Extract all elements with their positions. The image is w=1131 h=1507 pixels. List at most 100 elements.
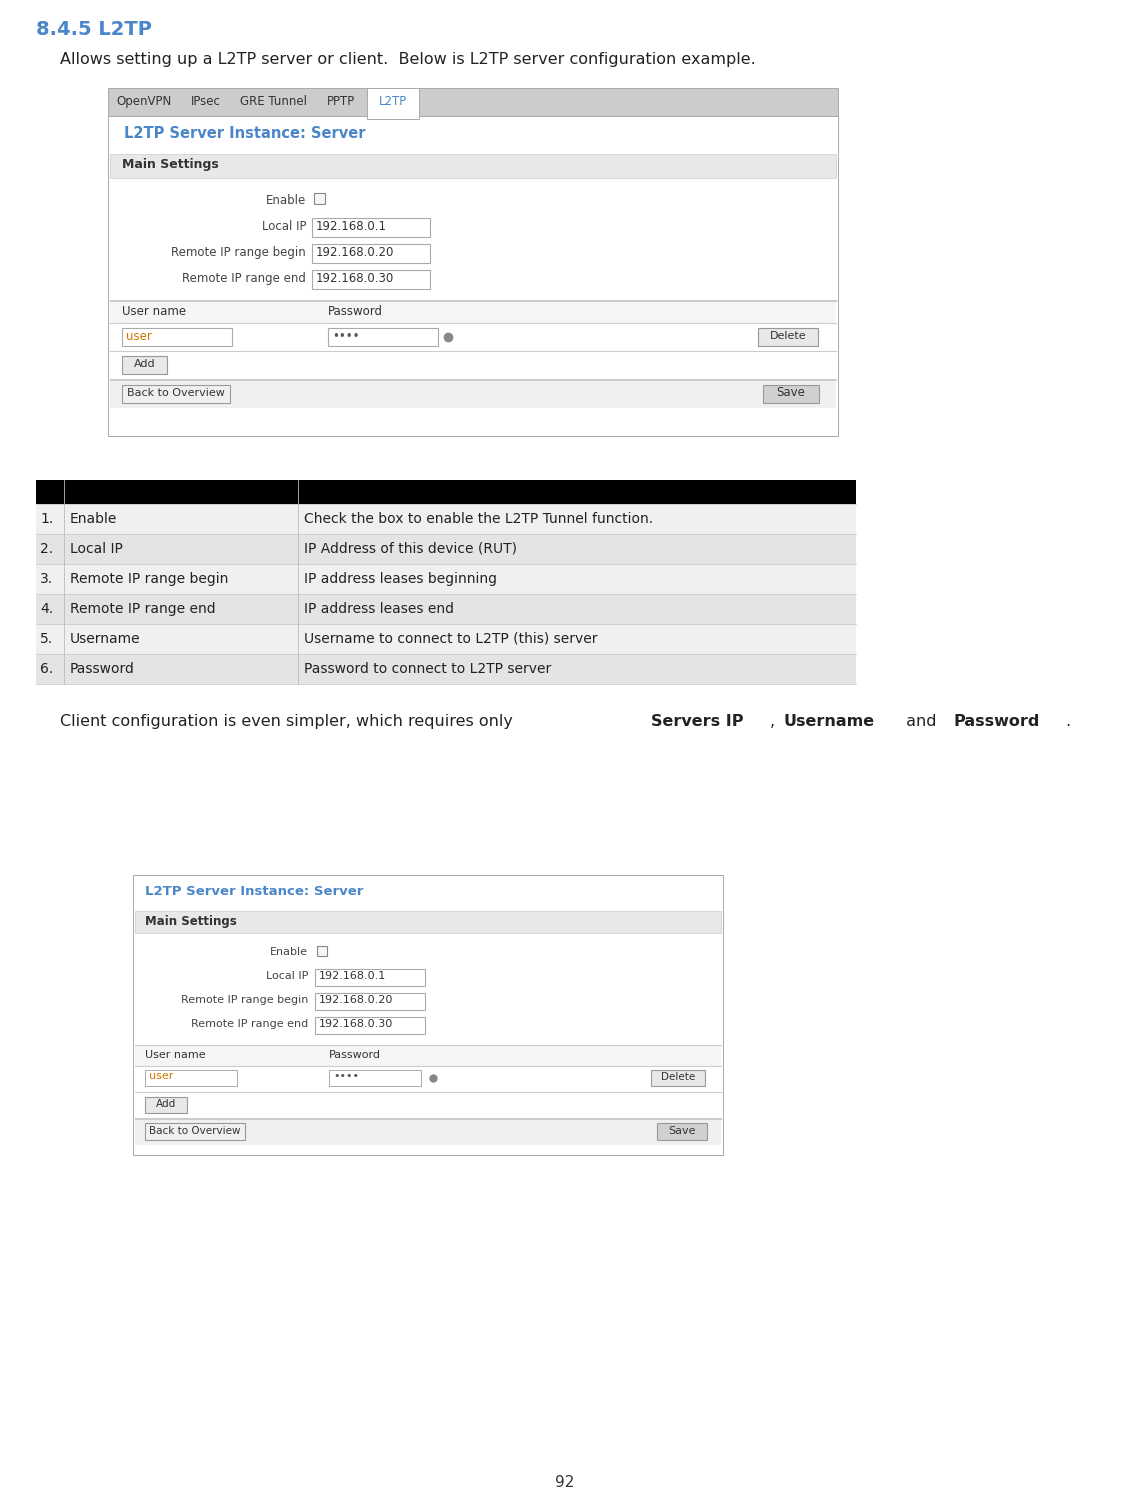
Text: OpenVPN: OpenVPN — [116, 95, 172, 109]
Bar — [122, 329, 232, 347]
Text: 4.: 4. — [40, 601, 53, 616]
Bar — [135, 1065, 720, 1093]
Text: .: . — [1065, 714, 1070, 729]
Text: 192.168.0.30: 192.168.0.30 — [316, 271, 395, 285]
Text: Remote IP range begin: Remote IP range begin — [70, 573, 228, 586]
Bar — [110, 380, 836, 408]
Text: 192.168.0.20: 192.168.0.20 — [316, 246, 395, 259]
Bar — [36, 533, 856, 564]
Text: L2TP: L2TP — [379, 95, 407, 109]
Text: Username: Username — [70, 631, 140, 647]
Bar — [312, 270, 430, 289]
Text: Remote IP range end: Remote IP range end — [191, 1019, 308, 1029]
Text: Enable: Enable — [266, 194, 307, 206]
Text: user: user — [149, 1071, 173, 1081]
Bar — [314, 193, 325, 203]
Bar — [145, 1070, 238, 1087]
Bar — [135, 1120, 720, 1145]
Bar — [763, 384, 819, 402]
Text: IP address leases beginning: IP address leases beginning — [304, 573, 497, 586]
Bar — [312, 244, 430, 264]
Text: Back to Overview: Back to Overview — [149, 1126, 241, 1135]
Text: Local IP: Local IP — [261, 220, 307, 234]
Bar — [36, 503, 856, 533]
Bar — [657, 1123, 707, 1139]
Text: Password: Password — [70, 662, 135, 677]
Bar — [135, 1046, 720, 1065]
Text: 1.: 1. — [40, 512, 53, 526]
Bar — [317, 946, 327, 955]
Text: Delete: Delete — [661, 1071, 696, 1082]
Bar — [36, 654, 856, 684]
Text: Enable: Enable — [270, 946, 308, 957]
Text: Enable: Enable — [70, 512, 118, 526]
Text: Save: Save — [777, 386, 805, 399]
Bar — [107, 116, 838, 436]
Text: Username: Username — [784, 714, 874, 729]
Text: Username to connect to L2TP (this) server: Username to connect to L2TP (this) serve… — [304, 631, 597, 647]
Text: ,: , — [770, 714, 780, 729]
Text: Remote IP range begin: Remote IP range begin — [181, 995, 308, 1005]
Bar — [316, 969, 425, 986]
Text: 6.: 6. — [40, 662, 53, 677]
Text: 8.4.5 L2TP: 8.4.5 L2TP — [36, 20, 152, 39]
Text: L2TP Server Instance: Server: L2TP Server Instance: Server — [124, 127, 365, 142]
Text: IP Address of this device (RUT): IP Address of this device (RUT) — [304, 543, 517, 556]
Text: ••••: •••• — [333, 330, 360, 344]
Text: Save: Save — [668, 1126, 696, 1135]
Text: Back to Overview: Back to Overview — [127, 387, 225, 398]
Text: 192.168.0.30: 192.168.0.30 — [319, 1019, 394, 1029]
Text: Remote IP range end: Remote IP range end — [70, 601, 216, 616]
Text: User name: User name — [145, 1050, 206, 1059]
Bar — [110, 301, 836, 322]
Bar — [135, 912, 720, 933]
Text: Servers IP: Servers IP — [651, 714, 743, 729]
Text: Password: Password — [953, 714, 1039, 729]
Text: IPsec: IPsec — [191, 95, 221, 109]
Text: Password: Password — [328, 304, 383, 318]
Bar — [758, 329, 818, 347]
Text: Client configuration is even simpler, which requires only: Client configuration is even simpler, wh… — [60, 714, 518, 729]
Bar — [145, 1097, 187, 1114]
Text: PPTP: PPTP — [327, 95, 355, 109]
Text: Password: Password — [329, 1050, 381, 1059]
Text: 3.: 3. — [40, 573, 53, 586]
Bar — [133, 876, 723, 1154]
Bar — [36, 481, 856, 503]
Text: and: and — [901, 714, 942, 729]
Bar — [110, 154, 836, 178]
Bar — [312, 219, 430, 237]
Bar — [651, 1070, 705, 1087]
Text: 5.: 5. — [40, 631, 53, 647]
Text: 92: 92 — [555, 1475, 575, 1490]
Text: Main Settings: Main Settings — [122, 158, 218, 170]
Text: Main Settings: Main Settings — [145, 915, 236, 928]
Bar — [107, 87, 838, 116]
Bar — [36, 624, 856, 654]
Bar — [36, 594, 856, 624]
Bar — [145, 1123, 245, 1139]
Text: L2TP Server Instance: Server: L2TP Server Instance: Server — [145, 885, 363, 898]
Text: 192.168.0.1: 192.168.0.1 — [316, 220, 387, 234]
Bar — [328, 329, 438, 347]
Bar — [366, 87, 418, 119]
Bar — [329, 1070, 421, 1087]
Text: Check the box to enable the L2TP Tunnel function.: Check the box to enable the L2TP Tunnel … — [304, 512, 653, 526]
Text: Remote IP range end: Remote IP range end — [182, 271, 307, 285]
Text: IP address leases end: IP address leases end — [304, 601, 454, 616]
Text: Password to connect to L2TP server: Password to connect to L2TP server — [304, 662, 551, 677]
Text: Add: Add — [133, 359, 155, 369]
Text: Remote IP range begin: Remote IP range begin — [171, 246, 307, 259]
Bar — [122, 384, 230, 402]
Text: Add: Add — [156, 1099, 176, 1109]
Text: User name: User name — [122, 304, 187, 318]
Bar — [316, 993, 425, 1010]
Bar — [122, 356, 167, 374]
Text: Delete: Delete — [770, 332, 806, 341]
Text: Local IP: Local IP — [266, 971, 308, 981]
Text: Local IP: Local IP — [70, 543, 123, 556]
Text: ••••: •••• — [333, 1071, 359, 1081]
Text: 2.: 2. — [40, 543, 53, 556]
Bar — [36, 564, 856, 594]
Text: 192.168.0.20: 192.168.0.20 — [319, 995, 394, 1005]
